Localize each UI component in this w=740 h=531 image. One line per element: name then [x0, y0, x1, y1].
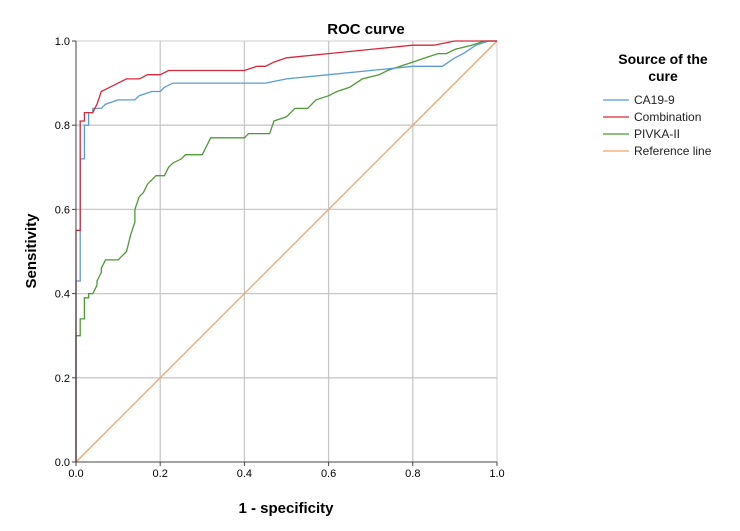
x-tick-label: 0.8	[405, 468, 420, 480]
legend-label-pivka-ii: PIVKA-II	[634, 127, 680, 141]
x-tick-label: 0.4	[237, 468, 252, 480]
legend: Source of the cure CA19-9 Combination PIVK…	[603, 51, 712, 158]
y-axis-title: Sensitivity	[23, 213, 40, 289]
x-tick-label: 0.6	[321, 468, 336, 480]
legend-items: CA19-9 Combination PIVKA-II Reference line	[603, 93, 712, 158]
legend-title-line2: cure	[648, 68, 678, 84]
x-tick-label: 1.0	[489, 468, 504, 480]
y-tick-label: 0.8	[55, 120, 70, 132]
x-axis-title: 1 - specificity	[238, 500, 334, 517]
axis-ticks: 0.0 0.2 0.4 0.6 0.8 1.0 0.0 0.2 0.4 0.6 0.8 1.0	[55, 36, 505, 480]
legend-label-combination: Combination	[634, 110, 701, 124]
x-tick-label: 0.2	[153, 468, 168, 480]
y-tick-label: 0.6	[55, 204, 70, 216]
series-line-reference-line	[75, 40, 498, 463]
x-tick-label: 0.0	[68, 468, 83, 480]
series-line-ca19-9	[75, 40, 497, 462]
grid-lines	[76, 41, 497, 462]
legend-label-reference-line: Reference line	[634, 144, 712, 158]
legend-title-line1: Source of the	[618, 51, 708, 67]
y-tick-label: 0.4	[55, 289, 70, 301]
y-tick-label: 0.2	[55, 373, 70, 385]
y-tick-label: 1.0	[55, 36, 70, 48]
series-lines	[75, 40, 498, 463]
chart-title: ROC curve	[327, 21, 405, 38]
series-line-pivka-ii	[75, 40, 497, 462]
series-line-combination	[75, 40, 497, 462]
legend-label-ca19-9: CA19-9	[634, 93, 675, 107]
y-tick-label: 0.0	[55, 457, 70, 469]
